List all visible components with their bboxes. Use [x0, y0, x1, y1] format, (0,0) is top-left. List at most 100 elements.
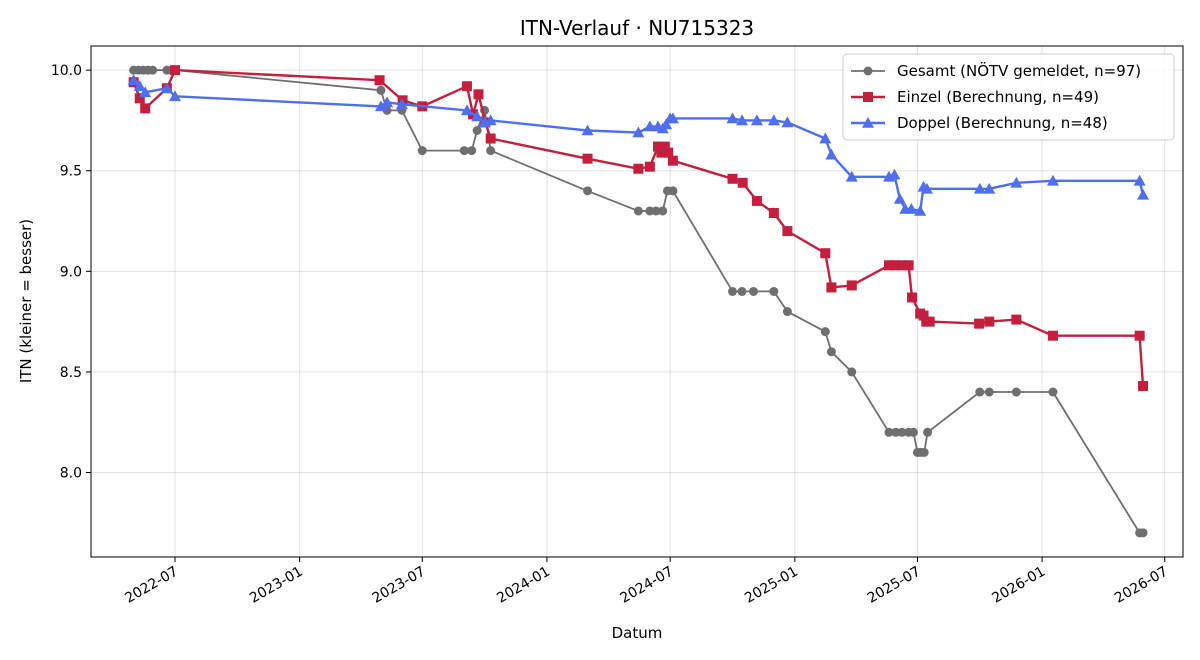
- data-point: [782, 307, 792, 317]
- data-point: [847, 367, 857, 377]
- data-point: [1134, 330, 1145, 341]
- data-point: [666, 112, 679, 124]
- data-point: [727, 173, 738, 184]
- data-point: [1047, 330, 1058, 341]
- data-point: [1046, 174, 1059, 186]
- legend-marker: [863, 92, 873, 102]
- data-point: [139, 86, 152, 98]
- data-point: [1138, 528, 1148, 538]
- data-point: [888, 168, 901, 180]
- data-point: [782, 226, 793, 237]
- legend-label: Gesamt (NÖTV gemeldet, n=97): [897, 61, 1141, 80]
- data-point: [983, 182, 996, 194]
- legend-marker: [863, 66, 873, 76]
- data-point: [663, 147, 674, 158]
- data-point: [1011, 314, 1022, 325]
- legend-marker: [862, 117, 874, 128]
- data-point: [908, 427, 918, 437]
- data-point: [459, 146, 469, 156]
- data-point: [914, 204, 927, 216]
- data-point: [884, 427, 894, 437]
- data-point: [461, 81, 472, 92]
- data-point: [973, 182, 986, 194]
- data-point: [381, 96, 394, 108]
- data-point: [820, 327, 830, 337]
- plot-frame: [90, 45, 1184, 558]
- data-point: [893, 192, 906, 204]
- data-point: [896, 260, 907, 271]
- data-point: [169, 90, 181, 102]
- data-point: [467, 146, 477, 156]
- y-tick-label: 10.0: [51, 63, 82, 79]
- data-point: [633, 206, 643, 216]
- data-point: [728, 286, 738, 296]
- legend: Gesamt (NÖTV gemeldet, n=97) Einzel (Bere…: [842, 53, 1175, 141]
- legend-label: Einzel (Berechnung, n=49): [897, 88, 1099, 106]
- data-point: [632, 126, 645, 138]
- legend-label: Doppel (Berechnung, n=48): [897, 114, 1108, 132]
- data-point: [473, 89, 484, 100]
- data-point: [984, 316, 995, 327]
- data-point: [726, 112, 739, 124]
- data-point: [923, 427, 933, 437]
- data-point: [140, 103, 151, 114]
- data-point: [918, 310, 929, 321]
- data-point: [471, 110, 484, 122]
- legend-box: [842, 53, 1175, 141]
- data-point: [1011, 387, 1021, 397]
- data-point: [975, 387, 985, 397]
- data-point: [751, 195, 762, 206]
- data-point: [897, 427, 907, 437]
- data-point: [581, 124, 594, 136]
- data-point: [659, 141, 670, 152]
- legend-item: [851, 92, 885, 102]
- data-point: [889, 260, 900, 271]
- data-point: [924, 316, 935, 327]
- data-point: [769, 286, 779, 296]
- data-point: [658, 206, 668, 216]
- data-point: [737, 177, 748, 188]
- data-point: [583, 186, 593, 196]
- data-point: [749, 286, 759, 296]
- series-3: [127, 74, 1150, 216]
- series-1: [129, 65, 1148, 538]
- data-point: [984, 387, 994, 397]
- data-point: [633, 163, 644, 174]
- data-point: [750, 114, 763, 126]
- data-point: [845, 170, 858, 182]
- data-point: [485, 133, 496, 144]
- data-point: [643, 120, 656, 132]
- data-point: [1137, 188, 1150, 200]
- data-point: [668, 186, 678, 196]
- y-axis: 8.0 8.5 9.0 9.5 10.0: [51, 63, 91, 482]
- legend-item: [851, 66, 885, 76]
- x-axis-label: Datum: [612, 624, 663, 642]
- data-point: [974, 318, 985, 329]
- data-point: [667, 155, 678, 166]
- data-point: [374, 100, 387, 112]
- data-point: [905, 202, 918, 214]
- data-point: [133, 80, 146, 92]
- data-point: [736, 114, 748, 126]
- data-point: [920, 182, 933, 194]
- data-point: [486, 146, 496, 156]
- y-axis-label: ITN (kleiner = besser): [17, 219, 35, 383]
- data-point: [781, 116, 794, 128]
- data-point: [395, 98, 408, 110]
- data-point: [820, 248, 831, 259]
- data-point: [825, 148, 838, 160]
- data-point: [148, 65, 158, 75]
- y-tick-label: 9.0: [60, 264, 82, 280]
- data-point: [651, 206, 661, 216]
- data-point: [417, 146, 427, 156]
- data-point: [884, 260, 894, 271]
- data-point: [1010, 176, 1023, 188]
- data-point: [767, 114, 780, 126]
- data-point: [484, 114, 497, 126]
- data-point: [460, 104, 473, 116]
- data-point: [903, 260, 914, 271]
- data-point: [846, 280, 857, 291]
- data-point: [819, 132, 832, 144]
- legend-item: [851, 117, 885, 128]
